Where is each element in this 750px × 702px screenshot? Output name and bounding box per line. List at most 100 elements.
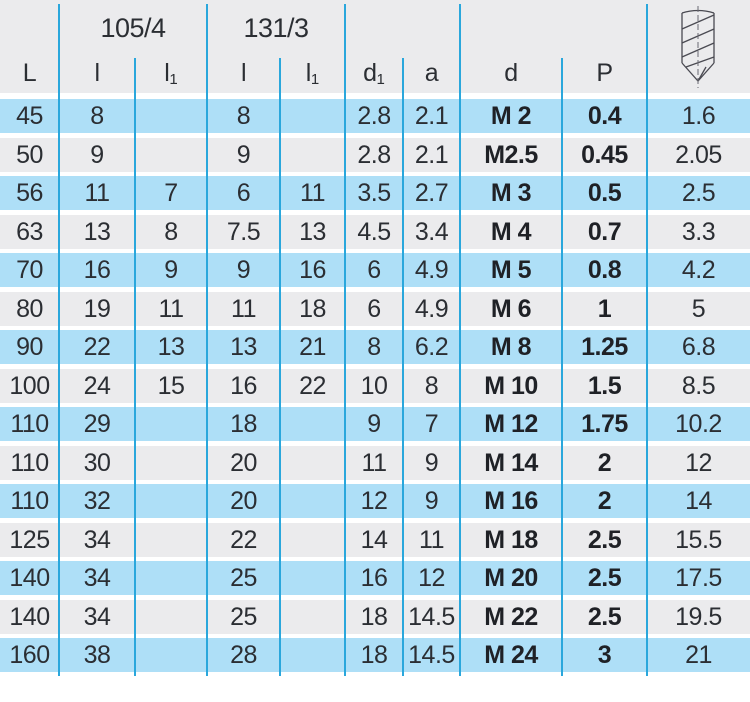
table-cell: 13 (83, 217, 111, 246)
table-cell: 13 (157, 333, 185, 361)
table-cell (135, 138, 207, 172)
table-cell: 7.5 (226, 217, 261, 246)
table-cell: 15.5 (675, 525, 722, 554)
table-row: 140 34 25 18 14.5 M 22 2.5 19.5 (0, 599, 750, 634)
table-cell (135, 484, 207, 518)
table-cell: 19 (83, 294, 111, 323)
table-cell: 8 (164, 217, 178, 246)
table-cell: 2 (597, 487, 612, 515)
table-cell: M 5 (490, 256, 532, 284)
table-cell (280, 138, 345, 172)
table-cell: M 20 (484, 564, 538, 592)
column-divider (561, 58, 563, 676)
column-divider (58, 4, 60, 676)
table-cell: 11 (158, 294, 184, 323)
column-divider (646, 4, 648, 676)
table-cell: 80 (16, 294, 43, 323)
table-cell: M 22 (484, 602, 538, 631)
table-cell: M 24 (484, 641, 538, 669)
table-cell: 50 (16, 140, 43, 169)
drill-bit-icon (681, 6, 715, 88)
table-cell: 12 (360, 487, 388, 515)
table-cell: 8 (236, 102, 251, 130)
table-cell: 29 (83, 410, 111, 438)
table-cell: 25 (230, 602, 257, 631)
column-header-a: a (424, 59, 439, 87)
table-cell: 110 (10, 410, 49, 438)
table-cell: 0.5 (587, 179, 622, 207)
table-cell (135, 99, 207, 133)
table-cell: 7 (164, 179, 178, 207)
table-cell: 8.5 (681, 371, 716, 400)
table-cell: 110 (10, 487, 49, 515)
table-cell: 3.4 (414, 217, 449, 246)
table-cell: 16 (360, 564, 388, 592)
table-body: 45 8 8 2.8 2.1 M 2 0.4 1.6 50 9 9 2.8 2.… (0, 99, 750, 677)
table-cell: 28 (230, 641, 257, 669)
table-cell: M 12 (484, 410, 538, 438)
table-cell: 4.2 (681, 256, 716, 284)
table-cell: 2.5 (587, 525, 622, 554)
table-cell (280, 99, 345, 133)
table-cell: 11 (361, 448, 387, 477)
table-cell: 10 (360, 371, 388, 400)
table-cell: 21 (685, 641, 712, 669)
table-cell: 1.5 (587, 371, 622, 400)
column-divider (344, 4, 346, 676)
column-divider (206, 4, 208, 676)
table-cell: 3.3 (681, 217, 716, 246)
table-row: 110 32 20 12 9 M 16 2 14 (0, 484, 750, 518)
column-divider (279, 58, 281, 676)
table-cell: M 16 (484, 487, 538, 515)
table-cell: 11 (84, 179, 110, 207)
table-cell: 90 (16, 333, 43, 361)
table-cell: 56 (16, 179, 43, 207)
table-cell: 140 (9, 564, 50, 592)
table-cell (135, 523, 207, 557)
table-cell: 125 (9, 525, 50, 554)
table-row: 100 24 15 16 22 10 8 M 10 1.5 8.5 (0, 368, 750, 403)
table-cell: 70 (16, 256, 43, 284)
table-row: 90 22 13 13 21 8 6.2 M 8 1.25 6.8 (0, 330, 750, 364)
table-cell (280, 600, 345, 634)
table-cell: 22 (83, 333, 111, 361)
table-cell: 6 (367, 294, 381, 323)
column-header-d1: d1 (363, 59, 385, 88)
table-cell (280, 523, 345, 557)
column-header-L: L (22, 59, 37, 87)
column-header-l1-105: l1 (164, 59, 178, 88)
table-cell: 2.5 (587, 602, 622, 631)
table-cell: 34 (83, 564, 111, 592)
table-cell: 25 (230, 564, 257, 592)
table-cell: 2.7 (414, 179, 449, 207)
table-cell: 12 (685, 448, 712, 477)
table-cell: 2.8 (357, 102, 391, 130)
table-cell: 9 (424, 448, 439, 477)
table-cell: 6.2 (414, 333, 449, 361)
table-cell: 13 (230, 333, 257, 361)
table-cell: 22 (230, 525, 257, 554)
table-cell: M 3 (490, 179, 532, 207)
table-cell: M 6 (490, 294, 532, 323)
table-cell: 4.9 (414, 294, 449, 323)
table-cell: 0.45 (581, 140, 628, 169)
table-cell: 20 (230, 487, 257, 515)
table-cell: 14 (685, 487, 712, 515)
table-cell: 8 (424, 371, 439, 400)
table-cell: 6 (367, 256, 381, 284)
table-cell: M 4 (490, 217, 532, 246)
table-row: 125 34 22 14 11 M 18 2.5 15.5 (0, 522, 750, 557)
table-cell: M 10 (484, 371, 538, 400)
table-cell: 11 (231, 294, 256, 323)
table-cell: 3 (597, 641, 612, 669)
column-divider (134, 58, 136, 676)
table-cell: 18 (360, 602, 388, 631)
table-cell: M 8 (490, 333, 532, 361)
table-cell: 32 (83, 487, 111, 515)
table-cell: 1.6 (681, 102, 716, 130)
table-cell: 9 (424, 487, 439, 515)
table-cell: 100 (9, 371, 50, 400)
table-row: 70 16 9 9 16 6 4.9 M 5 0.8 4.2 (0, 253, 750, 287)
table-cell: 30 (83, 448, 111, 477)
